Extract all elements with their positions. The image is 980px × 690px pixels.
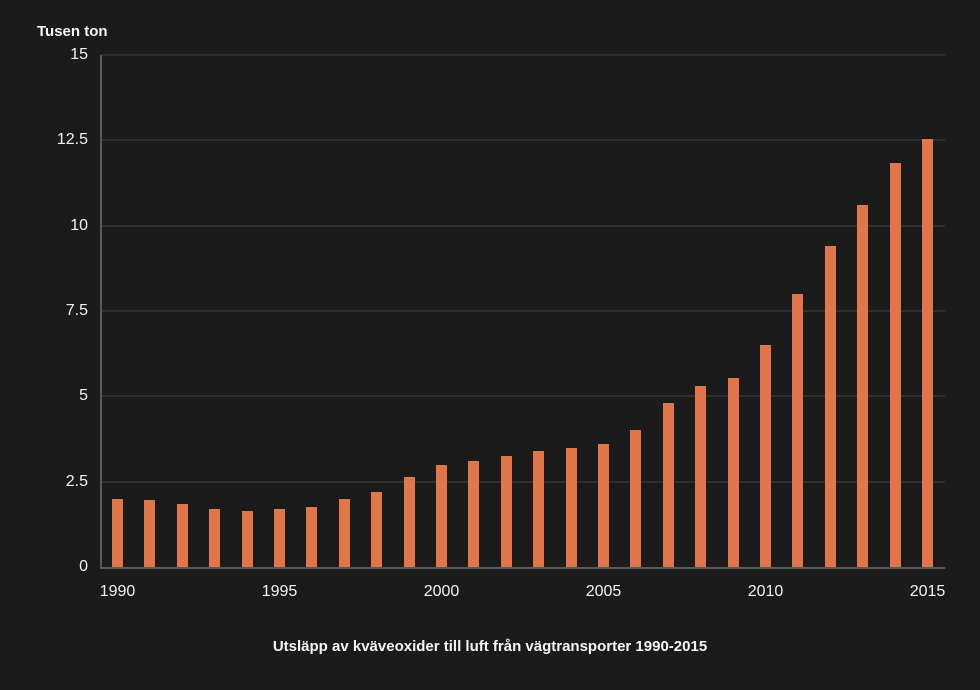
bar-1990[interactable] [112, 498, 123, 567]
plot-area: 0 2.5 5 7.5 10 12.5 15 1990 1995 2000 2005 2010 2015 [57, 46, 945, 600]
gridline [102, 310, 945, 312]
bar-1993[interactable] [209, 508, 221, 567]
chart-title: Utsläpp av kväveoxider till luft från vä… [272, 638, 708, 655]
gridline [102, 54, 945, 56]
bar-2015[interactable] [922, 138, 933, 567]
bar-2012[interactable] [824, 246, 836, 567]
y-axis-tick-label: 12.5 [56, 131, 88, 149]
bar-2003[interactable] [533, 450, 545, 567]
bar-2000[interactable] [436, 464, 447, 567]
bar-1998[interactable] [371, 491, 383, 567]
bar-2004[interactable] [565, 447, 577, 567]
bar-1992[interactable] [176, 503, 188, 567]
gridline [102, 139, 945, 142]
gridline [102, 395, 945, 398]
bar-2001[interactable] [468, 461, 480, 567]
y-axis-tick-label: 0 [79, 558, 88, 575]
bar-1991[interactable] [144, 500, 156, 567]
bar-2010[interactable] [760, 345, 771, 567]
bar-2006[interactable] [630, 430, 642, 567]
bar-1996[interactable] [306, 507, 318, 567]
bar-2007[interactable] [662, 403, 674, 567]
bar-1997[interactable] [338, 498, 350, 567]
x-axis-tick-label: 2000 [423, 583, 460, 600]
bar-1995[interactable] [274, 508, 285, 567]
bar-2013[interactable] [857, 205, 869, 567]
x-axis-tick-label: 1990 [99, 583, 136, 600]
y-axis-tick-label: 5 [79, 387, 88, 405]
bar-2011[interactable] [792, 293, 804, 567]
y-axis-tick-label: 2.5 [65, 472, 88, 490]
gridline [102, 224, 945, 227]
bar-2008[interactable] [695, 386, 707, 567]
bar-2009[interactable] [727, 377, 739, 567]
bar-1994[interactable] [241, 510, 253, 567]
x-axis-tick-label: 2015 [909, 583, 946, 600]
bar-1999[interactable] [403, 476, 415, 567]
y-axis-title: Tusen ton [37, 23, 108, 40]
y-axis-tick-label: 10 [70, 216, 88, 234]
gridline [102, 480, 945, 483]
y-axis-tick-label: 7.5 [65, 302, 88, 319]
y-axis-tick-label: 15 [70, 46, 88, 63]
x-axis-tick-label: 1995 [261, 583, 298, 600]
bar-2002[interactable] [500, 456, 512, 567]
bar-2014[interactable] [889, 162, 901, 567]
x-axis-tick-label: 2010 [747, 583, 784, 600]
x-axis-tick-label: 2005 [585, 583, 622, 600]
bar-2005[interactable] [598, 444, 609, 567]
